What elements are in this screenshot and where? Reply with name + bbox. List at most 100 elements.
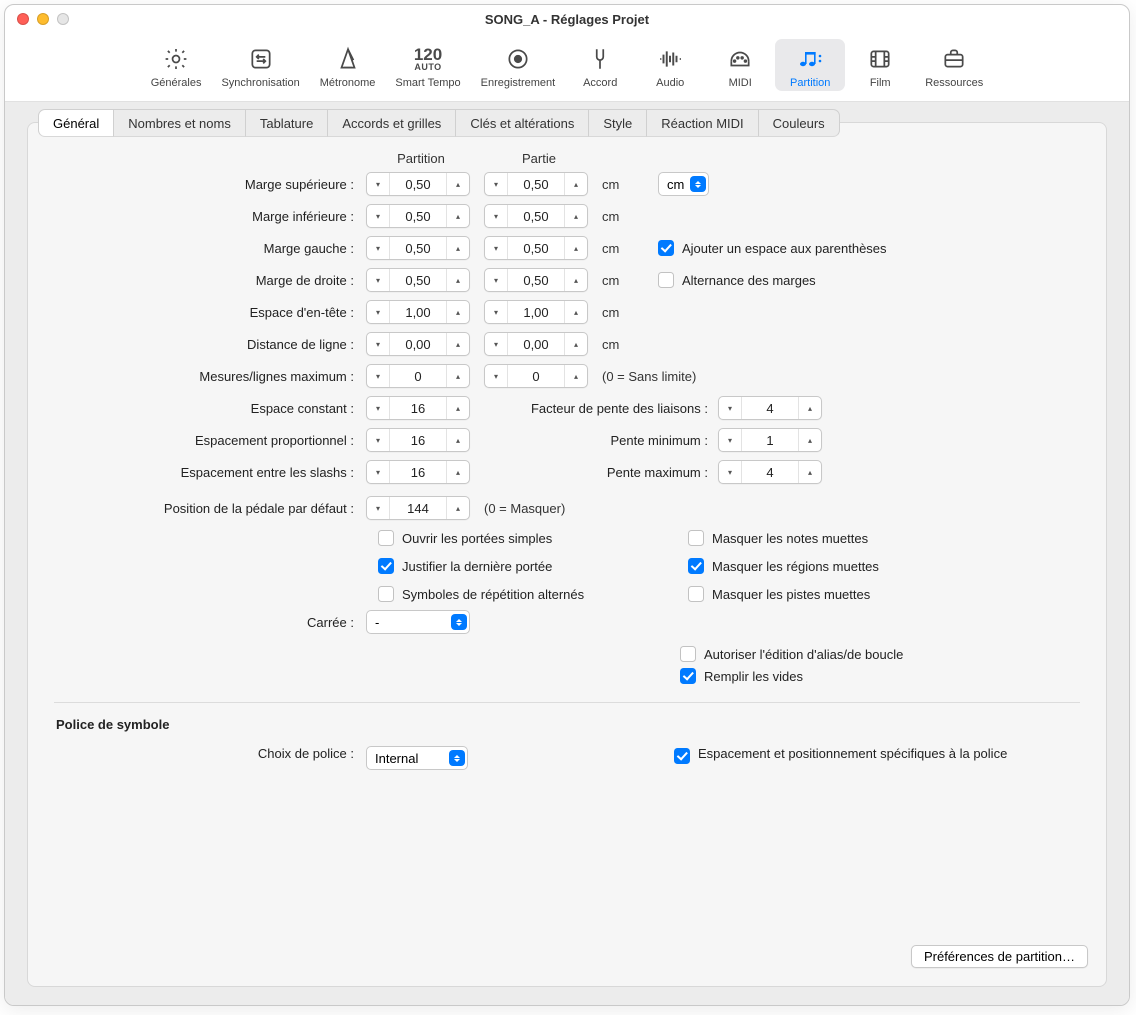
- chevron-up-icon[interactable]: ▴: [565, 244, 587, 253]
- chevron-down-icon[interactable]: ▾: [367, 180, 389, 189]
- chevron-up-icon[interactable]: ▴: [447, 404, 469, 413]
- subtab-tablature[interactable]: Tablature: [245, 109, 327, 137]
- square-popup[interactable]: -: [366, 610, 470, 634]
- chevron-down-icon[interactable]: ▾: [485, 180, 507, 189]
- subtab-style[interactable]: Style: [588, 109, 646, 137]
- chevron-down-icon[interactable]: ▾: [485, 212, 507, 221]
- toolbar-midi[interactable]: MIDI: [705, 39, 775, 91]
- toolbar-film[interactable]: Film: [845, 39, 915, 91]
- spacing-slash-stepper[interactable]: ▾16▴: [366, 460, 470, 484]
- toolbar-sync[interactable]: Synchronisation: [211, 39, 309, 91]
- chevron-down-icon[interactable]: ▾: [367, 372, 389, 381]
- chevron-up-icon[interactable]: ▴: [447, 504, 469, 513]
- subtab-nombres-et-noms[interactable]: Nombres et noms: [113, 109, 245, 137]
- subtab-r-action-midi[interactable]: Réaction MIDI: [646, 109, 757, 137]
- margin-right-part-stepper[interactable]: ▾0,50▴: [484, 268, 588, 292]
- chevron-down-icon[interactable]: ▾: [367, 244, 389, 253]
- margin-header-part-stepper[interactable]: ▾1,00▴: [484, 300, 588, 324]
- toolbar-generales[interactable]: Générales: [141, 39, 212, 91]
- spacing-prop-stepper[interactable]: ▾16▴: [366, 428, 470, 452]
- hideregions-checkbox[interactable]: Masquer les régions muettes: [688, 558, 1018, 574]
- chevron-down-icon[interactable]: ▾: [485, 244, 507, 253]
- font-popup[interactable]: Internal: [366, 746, 468, 770]
- subtab-g-n-ral[interactable]: Général: [38, 109, 113, 137]
- chevron-down-icon[interactable]: ▾: [719, 468, 741, 477]
- fill-checkbox[interactable]: Remplir les vides: [680, 668, 1082, 684]
- chevron-up-icon[interactable]: ▴: [447, 212, 469, 221]
- toolbar-score[interactable]: Partition: [775, 39, 845, 91]
- minimize-button[interactable]: [37, 13, 49, 25]
- toolbar-smarttempo[interactable]: 120 AUTO Smart Tempo: [385, 39, 470, 91]
- chevron-down-icon[interactable]: ▾: [485, 276, 507, 285]
- slope-min-stepper[interactable]: ▾1▴: [718, 428, 822, 452]
- chevron-up-icon[interactable]: ▴: [565, 180, 587, 189]
- chevron-down-icon[interactable]: ▾: [485, 308, 507, 317]
- chevron-down-icon[interactable]: ▾: [719, 436, 741, 445]
- chevron-up-icon[interactable]: ▴: [565, 276, 587, 285]
- chevron-down-icon[interactable]: ▾: [367, 504, 389, 513]
- chevron-down-icon[interactable]: ▾: [367, 212, 389, 221]
- chevron-up-icon[interactable]: ▴: [447, 372, 469, 381]
- zoom-button[interactable]: [57, 13, 69, 25]
- chevron-up-icon[interactable]: ▴: [447, 468, 469, 477]
- toolbar-tuning[interactable]: Accord: [565, 39, 635, 91]
- open-checkbox[interactable]: Ouvrir les portées simples: [378, 530, 678, 546]
- chevron-down-icon[interactable]: ▾: [367, 340, 389, 349]
- bracket-space-checkbox[interactable]: Ajouter un espace aux parenthèses: [658, 240, 887, 256]
- margin-left-part-stepper[interactable]: ▾0,50▴: [484, 236, 588, 260]
- slope-factor-stepper[interactable]: ▾4▴: [718, 396, 822, 420]
- chevron-down-icon[interactable]: ▾: [367, 404, 389, 413]
- unit-popup[interactable]: cm: [658, 172, 709, 196]
- subtab-accords-et-grilles[interactable]: Accords et grilles: [327, 109, 455, 137]
- chevron-up-icon[interactable]: ▴: [447, 340, 469, 349]
- margin-left-score-stepper[interactable]: ▾0,50▴: [366, 236, 470, 260]
- margin-header-score-stepper[interactable]: ▾1,00▴: [366, 300, 470, 324]
- chevron-up-icon[interactable]: ▴: [565, 372, 587, 381]
- score-preferences-button[interactable]: Préférences de partition…: [911, 945, 1088, 968]
- chevron-down-icon[interactable]: ▾: [719, 404, 741, 413]
- alternating-margins-checkbox[interactable]: Alternance des marges: [658, 272, 816, 288]
- chevron-down-icon[interactable]: ▾: [485, 340, 507, 349]
- chevron-up-icon[interactable]: ▴: [565, 308, 587, 317]
- margin-bottom-score-stepper[interactable]: ▾0,50▴: [366, 204, 470, 228]
- hidenotes-checkbox[interactable]: Masquer les notes muettes: [688, 530, 1018, 546]
- chevron-up-icon[interactable]: ▴: [447, 308, 469, 317]
- margin-right-score-stepper[interactable]: ▾0,50▴: [366, 268, 470, 292]
- repeat-checkbox[interactable]: Symboles de répétition alternés: [378, 586, 678, 602]
- chevron-down-icon[interactable]: ▾: [367, 276, 389, 285]
- margin-line-score-stepper[interactable]: ▾0,00▴: [366, 332, 470, 356]
- margin-top-part-stepper[interactable]: ▾0,50▴: [484, 172, 588, 196]
- toolbar-audio[interactable]: Audio: [635, 39, 705, 91]
- alias-checkbox[interactable]: Autoriser l'édition d'alias/de boucle: [680, 646, 1082, 662]
- chevron-up-icon[interactable]: ▴: [799, 404, 821, 413]
- margin-line-part-stepper[interactable]: ▾0,00▴: [484, 332, 588, 356]
- pedal-stepper[interactable]: ▾144▴: [366, 496, 470, 520]
- toolbar-metronome[interactable]: Métronome: [310, 39, 386, 91]
- font-spacing-checkbox[interactable]: Espacement et positionnement spécifiques…: [674, 746, 1082, 764]
- margin-bottom-part-stepper[interactable]: ▾0,50▴: [484, 204, 588, 228]
- chevron-up-icon[interactable]: ▴: [447, 276, 469, 285]
- chevron-up-icon[interactable]: ▴: [565, 212, 587, 221]
- margin-max-score-stepper[interactable]: ▾0▴: [366, 364, 470, 388]
- toolbar-recording[interactable]: Enregistrement: [471, 39, 566, 91]
- chevron-down-icon[interactable]: ▾: [367, 308, 389, 317]
- hidetracks-checkbox[interactable]: Masquer les pistes muettes: [688, 586, 1018, 602]
- margin-max-part-stepper[interactable]: ▾0▴: [484, 364, 588, 388]
- close-button[interactable]: [17, 13, 29, 25]
- chevron-up-icon[interactable]: ▴: [799, 436, 821, 445]
- chevron-down-icon[interactable]: ▾: [367, 436, 389, 445]
- margin-top-score-stepper[interactable]: ▾0,50▴: [366, 172, 470, 196]
- slope-max-stepper[interactable]: ▾4▴: [718, 460, 822, 484]
- chevron-up-icon[interactable]: ▴: [447, 180, 469, 189]
- chevron-up-icon[interactable]: ▴: [447, 436, 469, 445]
- justify-checkbox[interactable]: Justifier la dernière portée: [378, 558, 678, 574]
- chevron-up-icon[interactable]: ▴: [565, 340, 587, 349]
- toolbar-assets[interactable]: Ressources: [915, 39, 993, 91]
- chevron-up-icon[interactable]: ▴: [447, 244, 469, 253]
- chevron-down-icon[interactable]: ▾: [485, 372, 507, 381]
- chevron-down-icon[interactable]: ▾: [367, 468, 389, 477]
- subtab-cl-s-et-alt-rations[interactable]: Clés et altérations: [455, 109, 588, 137]
- spacing-constant-stepper[interactable]: ▾16▴: [366, 396, 470, 420]
- subtab-couleurs[interactable]: Couleurs: [758, 109, 840, 137]
- chevron-up-icon[interactable]: ▴: [799, 468, 821, 477]
